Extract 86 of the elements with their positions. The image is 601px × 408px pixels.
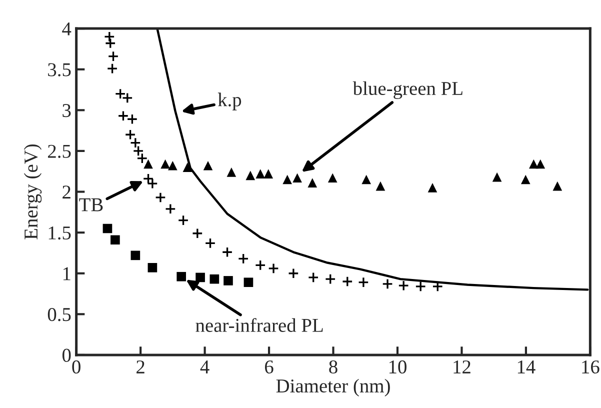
point <box>358 276 369 288</box>
point <box>122 92 133 104</box>
x-tick-label: 6 <box>264 360 274 374</box>
x-tick-label: 12 <box>454 360 470 374</box>
point <box>288 268 299 279</box>
x-tick-label: 4 <box>200 360 210 374</box>
point <box>104 31 115 42</box>
point <box>192 228 203 239</box>
y-axis-title: Energy (eV) <box>24 144 42 240</box>
point <box>130 250 140 260</box>
point <box>244 278 254 287</box>
annotation: blue-green PL <box>352 81 462 100</box>
y-tick-label: 4 <box>62 22 72 36</box>
point <box>110 235 120 245</box>
point <box>182 162 192 172</box>
x-tick-label: 10 <box>389 360 406 374</box>
point <box>144 159 153 169</box>
point <box>268 262 280 274</box>
y-tick-label: 0 <box>62 348 71 362</box>
point <box>104 38 116 49</box>
point <box>238 253 249 264</box>
point <box>148 262 158 272</box>
line-series <box>156 28 589 291</box>
point <box>130 137 141 148</box>
point <box>222 246 233 258</box>
point <box>324 274 336 285</box>
point <box>376 181 386 191</box>
point <box>106 63 118 74</box>
point <box>529 159 538 169</box>
x-tick-label: 8 <box>329 360 338 374</box>
annotation: k.p <box>218 92 242 110</box>
point <box>398 280 410 292</box>
point <box>308 178 318 188</box>
point <box>328 173 338 183</box>
point <box>536 159 546 169</box>
y-tick-label: 2.5 <box>48 144 71 158</box>
y-tick-label: 3 <box>62 104 71 118</box>
point <box>146 178 158 190</box>
point <box>176 272 186 282</box>
y-tick-label: 3.5 <box>48 63 71 76</box>
y-tick-label: 2 <box>62 186 70 199</box>
point <box>160 159 170 169</box>
point <box>552 181 562 191</box>
point <box>415 280 426 292</box>
y-tick-label: 0.5 <box>48 308 71 322</box>
y-tick-label: 1 <box>63 267 70 280</box>
point <box>132 145 144 156</box>
point <box>178 214 189 226</box>
point <box>108 50 119 62</box>
point <box>246 170 256 180</box>
point <box>136 152 148 164</box>
annotation: TB <box>79 198 103 212</box>
point <box>520 174 530 184</box>
x-tick-label: 0 <box>72 360 80 374</box>
point <box>168 160 178 170</box>
point <box>492 172 502 182</box>
point <box>428 183 438 192</box>
annotation: near-infrared PL <box>196 318 323 332</box>
point <box>254 260 266 271</box>
point <box>164 203 176 214</box>
point <box>308 272 319 283</box>
point <box>226 168 236 177</box>
point <box>224 276 233 286</box>
point <box>382 278 394 290</box>
y-tick-label: 1.5 <box>48 226 71 240</box>
point <box>102 224 112 234</box>
point <box>204 238 216 249</box>
x-tick-label: 14 <box>518 360 536 374</box>
point <box>114 88 126 100</box>
point <box>282 174 292 184</box>
x-axis-title: Diameter (nm) <box>276 378 390 396</box>
point <box>154 192 166 203</box>
point <box>126 114 138 125</box>
point <box>292 173 302 183</box>
point <box>362 174 371 184</box>
point <box>118 110 129 122</box>
point <box>124 129 136 140</box>
point <box>264 169 274 178</box>
point <box>256 169 266 178</box>
x-tick-label: 2 <box>136 360 144 374</box>
point <box>342 276 353 288</box>
point <box>203 160 213 170</box>
point <box>196 272 205 282</box>
x-tick-label: 16 <box>582 360 600 374</box>
point <box>142 173 154 184</box>
point <box>210 274 220 284</box>
